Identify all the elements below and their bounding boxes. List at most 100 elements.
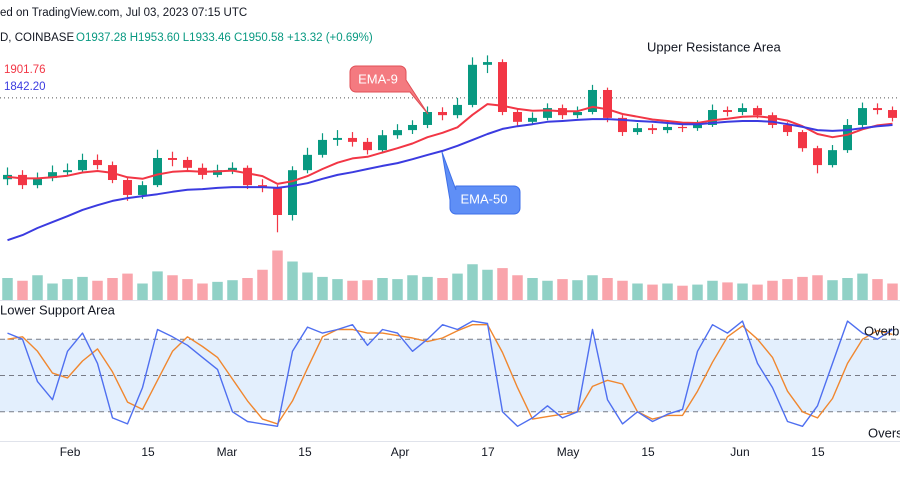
back-layer [0, 97, 900, 442]
candle-body [63, 170, 72, 173]
volume-bar [227, 280, 238, 300]
volume-bar [437, 278, 448, 300]
candle-body [618, 117, 627, 133]
x-tick-label: 15 [811, 445, 825, 459]
candle-body [648, 128, 657, 131]
support-label: Lower Support Area [0, 302, 116, 317]
volume-bar [782, 279, 793, 300]
candle-body [753, 108, 762, 116]
candle-body [573, 112, 582, 116]
candle-body [423, 112, 432, 125]
volume-bar [92, 280, 103, 300]
ema-line [7, 103, 893, 185]
legend-value: 1901.76 [4, 64, 46, 76]
candle-body [543, 108, 552, 118]
volume-bar [302, 272, 313, 300]
candle-body [723, 110, 732, 112]
source-text: ed on TradingView.com, Jul 03, 2023 07:1… [0, 7, 247, 19]
candle-body [693, 124, 702, 129]
volume-bar [512, 275, 523, 300]
candle-body [738, 108, 747, 112]
candle-body [438, 112, 447, 116]
candle-body [153, 158, 162, 186]
candle-body [18, 174, 27, 186]
candle-body [603, 89, 612, 118]
x-tick-label: 15 [298, 445, 312, 459]
candle-body [318, 139, 327, 155]
candle-body [228, 167, 237, 171]
candle-body [513, 112, 522, 122]
symbol-text: D, COINBASE [0, 32, 74, 44]
volume-bar [572, 280, 583, 300]
volume-bar [647, 284, 658, 300]
x-tick-label: Feb [60, 445, 81, 459]
volume-bar [212, 281, 223, 300]
candle-body [183, 159, 192, 168]
candle-body [483, 62, 492, 65]
volume-bar [812, 275, 823, 300]
volume-bar [542, 280, 553, 300]
candle-body [378, 135, 387, 151]
volume-bar [767, 280, 778, 300]
candle-body [828, 150, 837, 166]
volume-bar [617, 280, 628, 300]
volume-bar [422, 276, 433, 300]
volume-bar [347, 280, 358, 300]
candle-body [408, 124, 417, 131]
volume-bar [167, 275, 178, 300]
legend-value: 1842.20 [4, 81, 46, 93]
volume-bar [377, 278, 388, 300]
volume-bar [152, 271, 163, 300]
candle-body [33, 178, 42, 186]
overbought-label: Overb [864, 323, 899, 338]
volume-bar [242, 278, 253, 300]
ema50-callout [441, 151, 521, 215]
candle-body [663, 126, 672, 131]
volume-bar [752, 284, 763, 300]
candle-body [858, 108, 867, 125]
volume-bar [452, 273, 463, 300]
volume-bar [182, 279, 193, 300]
volume-bar [137, 283, 148, 300]
x-tick-label: 15 [141, 445, 155, 459]
candle-body [768, 115, 777, 125]
candle-body [93, 159, 102, 166]
stochastic-k-line [7, 320, 893, 427]
candle-body [588, 89, 597, 112]
x-tick-label: Jun [730, 445, 749, 459]
candle-body [498, 62, 507, 112]
volume-bar [857, 273, 868, 300]
candle-body [123, 180, 132, 195]
volume-bar [77, 276, 88, 300]
ema-line [7, 118, 893, 242]
volume-bar [122, 273, 133, 300]
resistance-label: Upper Resistance Area [647, 39, 781, 54]
candle-body [843, 124, 852, 151]
volume-bar [827, 280, 838, 300]
candle-body [138, 185, 147, 195]
candle-body [333, 137, 342, 140]
volume-bar [47, 283, 58, 300]
ema50-callout-label: EMA-50 [461, 191, 508, 206]
volume-bar [17, 280, 28, 300]
x-tick-label: May [557, 445, 580, 459]
main-layer: Feb 15 Mar 15 Apr 17 May 15 Jun 15 [3, 55, 897, 459]
candle-body [468, 64, 477, 105]
volume-bar [392, 279, 403, 300]
candle-body [528, 117, 537, 122]
candle-body [348, 137, 357, 142]
volume-bar [287, 261, 298, 300]
candle-body [78, 159, 87, 171]
candle-body [708, 110, 717, 125]
volume-bar [362, 280, 373, 300]
volume-bar [272, 250, 283, 300]
volume-bar [677, 285, 688, 300]
volume-bar [497, 268, 508, 300]
volume-bar [707, 280, 718, 300]
volume-bar [887, 283, 898, 300]
candle-body [288, 170, 297, 216]
candle-body [678, 126, 687, 129]
